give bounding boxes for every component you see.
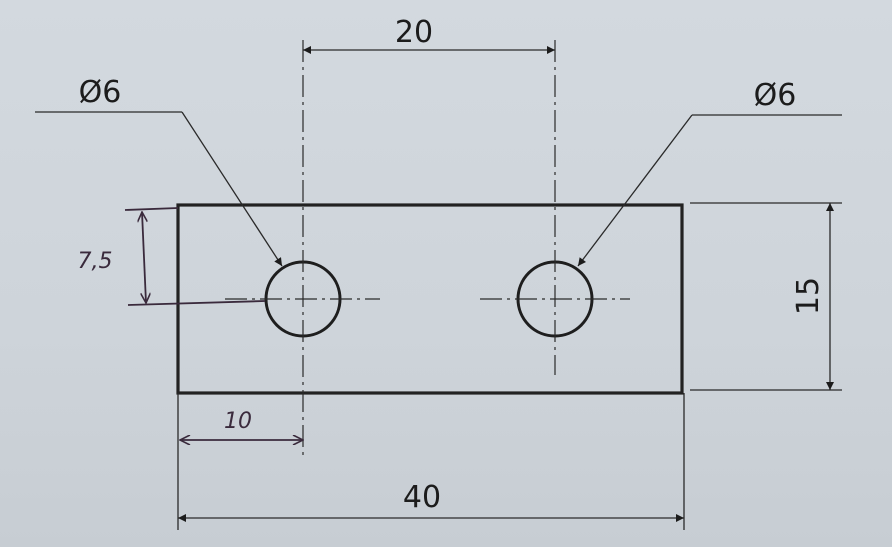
right-hole-leader-arrow — [577, 114, 693, 267]
hand-extension-line-top — [124, 207, 179, 211]
hand-dimension-line-left — [142, 212, 146, 303]
dimension-bottom-label: 40 — [403, 480, 441, 515]
left-hole-leader-arrow — [181, 111, 283, 267]
part-outline — [176, 203, 684, 395]
left-hole-diameter-label: Ø6 — [79, 75, 122, 110]
right-hole-diameter-label: Ø6 — [754, 78, 797, 113]
hand-extension-line-center — [127, 300, 266, 306]
dimension-right-label: 15 — [791, 277, 826, 315]
hand-dimension-left-label: 7,5 — [78, 249, 113, 274]
dimension-top-label: 20 — [395, 15, 433, 50]
hand-dimension-bottom-left-label: 10 — [224, 409, 252, 434]
